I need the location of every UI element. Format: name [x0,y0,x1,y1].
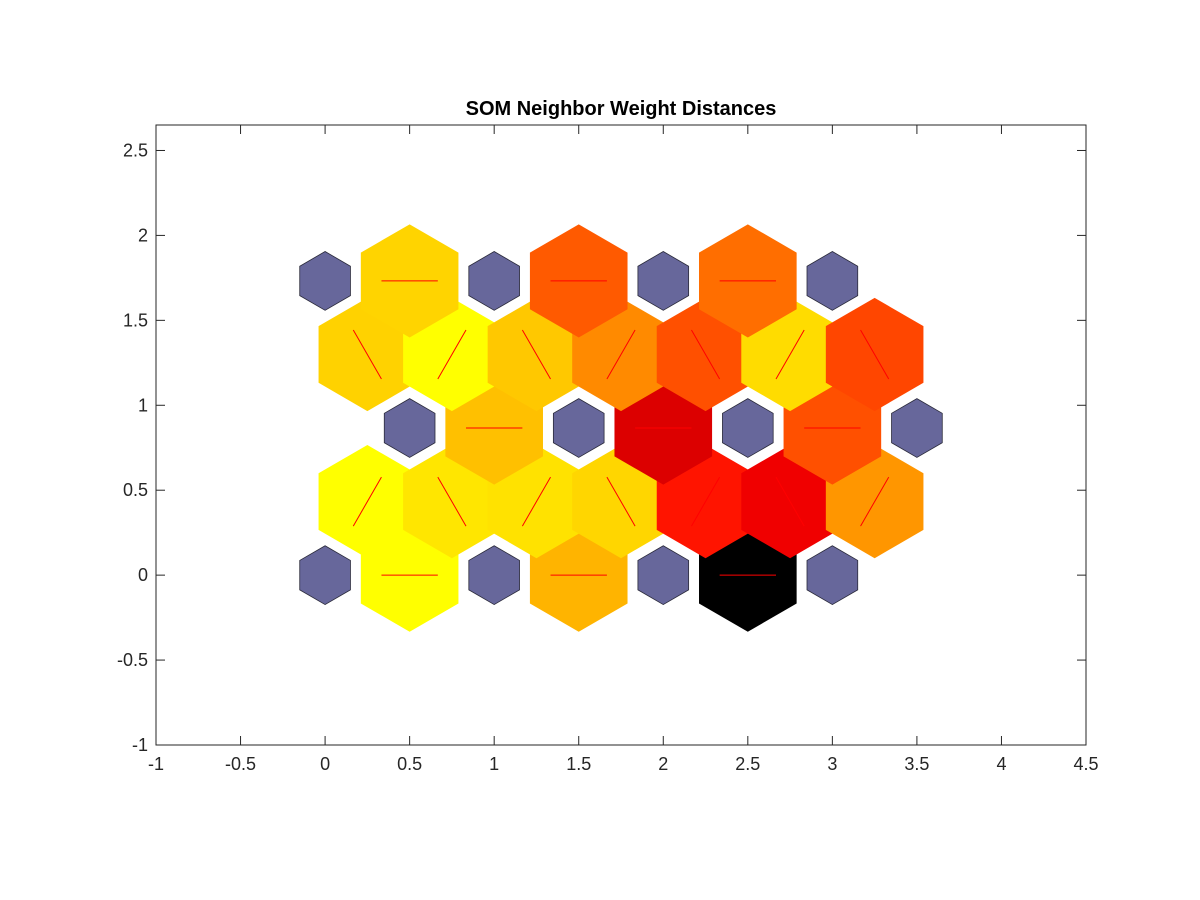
connection-line-3 [352,476,382,527]
connection-line-7 [691,476,721,527]
connection-line-16 [606,329,636,380]
x-tick-label-0: -1 [148,754,164,774]
x-tick-label-7: 2.5 [735,754,760,774]
x-tick-label-10: 4 [996,754,1006,774]
neuron-4 [383,398,436,458]
connection-line-15 [521,329,551,380]
connection-line-4 [437,476,467,527]
y-tick-label-6: 2 [138,225,148,245]
tick-layer: -1 -0.5 0 0.5 1 1.5 2 2.5 3 3.5 4 4.5 -1 -0.5 0 0.5 1 1.5… [117,125,1099,774]
connection-line-17 [691,329,721,380]
neuron-7 [891,398,943,458]
connection-line-18 [775,329,805,380]
x-tick-label-3: 0.5 [397,754,422,774]
x-tick-label-9: 3.5 [904,754,929,774]
connection-line-5 [521,476,551,527]
neuron-10 [637,251,690,311]
connection-line-19 [860,329,890,380]
y-tick-label-5: 1.5 [123,310,148,330]
neuron-11 [806,251,859,311]
neuron-6 [722,398,774,458]
distance-layer [318,224,924,632]
axes-box [155,124,1087,746]
neuron-9 [468,251,520,311]
connection-line-14 [437,329,467,380]
neuron-0 [299,545,351,606]
y-tick-label-1: -0.5 [117,650,148,670]
x-tick-label-4: 1 [489,754,499,774]
x-tick-label-5: 1.5 [566,754,591,774]
x-tick-label-1: -0.5 [225,754,256,774]
y-tick-label-3: 0.5 [123,480,148,500]
y-tick-label-0: -1 [132,735,148,755]
x-tick-label-11: 4.5 [1073,754,1098,774]
neuron-8 [299,251,351,311]
x-tick-label-6: 2 [658,754,668,774]
connection-line-8 [775,476,805,527]
connection-line-6 [606,476,636,527]
chart-title: SOM Neighbor Weight Distances [466,98,777,120]
neuron-3 [806,545,859,606]
y-tick-label-4: 1 [138,395,148,415]
connection-line-9 [860,476,890,527]
neuron-1 [468,545,520,606]
x-tick-label-2: 0 [320,754,330,774]
connection-line-13 [352,329,382,380]
neuron-5 [552,398,605,458]
y-tick-label-2: 0 [138,565,148,585]
neuron-layer [299,251,943,606]
x-tick-label-8: 3 [827,754,837,774]
neuron-2 [637,545,690,606]
y-tick-label-7: 2.5 [123,140,148,160]
